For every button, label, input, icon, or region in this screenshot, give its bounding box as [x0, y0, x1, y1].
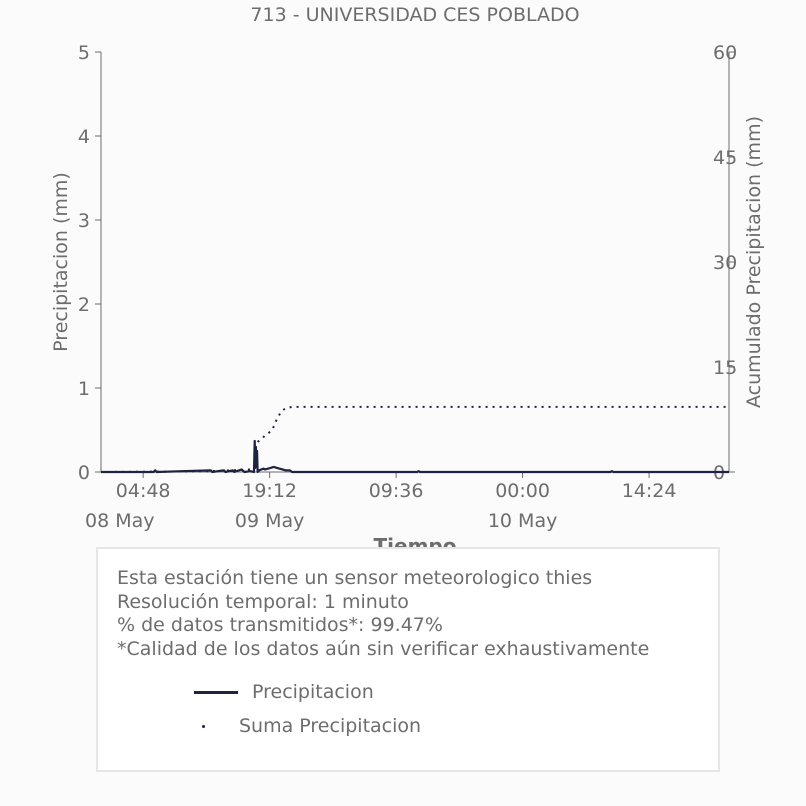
info-transmitted: % de datos transmitidos*: 99.47%	[117, 614, 443, 636]
x-date-label: 09 May	[235, 510, 305, 532]
y-axis-label-left: Precipitacion (mm)	[50, 172, 72, 352]
legend-label-precipitacion: Precipitacion	[252, 681, 374, 703]
legend-line-swatch	[194, 690, 238, 694]
legend-item-precipitacion: Precipitacion	[194, 681, 374, 703]
info-quality-note: *Calidad de los datos aún sin verificar …	[117, 637, 650, 660]
legend-dot-swatch	[202, 724, 205, 728]
left-tick-label: 1	[78, 378, 90, 400]
x-date-label: 10 May	[488, 510, 558, 532]
left-tick-label: 2	[78, 294, 90, 316]
x-tick-label: 14:24	[622, 480, 677, 502]
left-tick-label: 4	[78, 126, 90, 148]
series-layer	[100, 405, 729, 474]
info-box: Esta estación tiene un sensor meteorolog…	[96, 547, 720, 772]
x-tick-label: 00:00	[495, 480, 550, 502]
legend-label-suma: Suma Precipitacion	[239, 715, 422, 737]
series-precipitacion	[101, 439, 729, 474]
series-suma-precipitacion	[100, 405, 729, 473]
legend-item-suma: Suma Precipitacion	[199, 715, 421, 737]
x-date-label: 08 May	[85, 510, 155, 532]
left-tick-label: 0	[78, 462, 90, 484]
left-tick-label: 3	[78, 210, 90, 232]
chart-title: 713 - UNIVERSIDAD CES POBLADO	[250, 4, 579, 26]
x-tick-label: 09:36	[369, 480, 424, 502]
x-tick-label: 19:12	[242, 480, 297, 502]
y-axis-label-right: Acumulado Precipitacion (mm)	[743, 116, 765, 408]
axes	[100, 52, 730, 473]
left-ticks: 0 1 2 3 4 5	[78, 42, 101, 484]
x-tick-label: 04:48	[116, 480, 171, 502]
info-sensor: Esta estación tiene un sensor meteorolog…	[117, 567, 593, 589]
right-tick-label: 30	[713, 252, 737, 274]
right-tick-label: 45	[713, 147, 737, 169]
x-ticks: 04:48 19:12 09 May 09:36 00:00 10 May 14:24 08 …	[85, 472, 676, 532]
right-tick-label: 60	[713, 42, 737, 64]
info-resolution: Resolución temporal: 1 minuto	[117, 590, 409, 613]
info-text: Esta estación tiene un sensor meteorolog…	[117, 567, 649, 661]
right-tick-label: 15	[713, 357, 737, 379]
left-tick-label: 5	[78, 42, 90, 64]
